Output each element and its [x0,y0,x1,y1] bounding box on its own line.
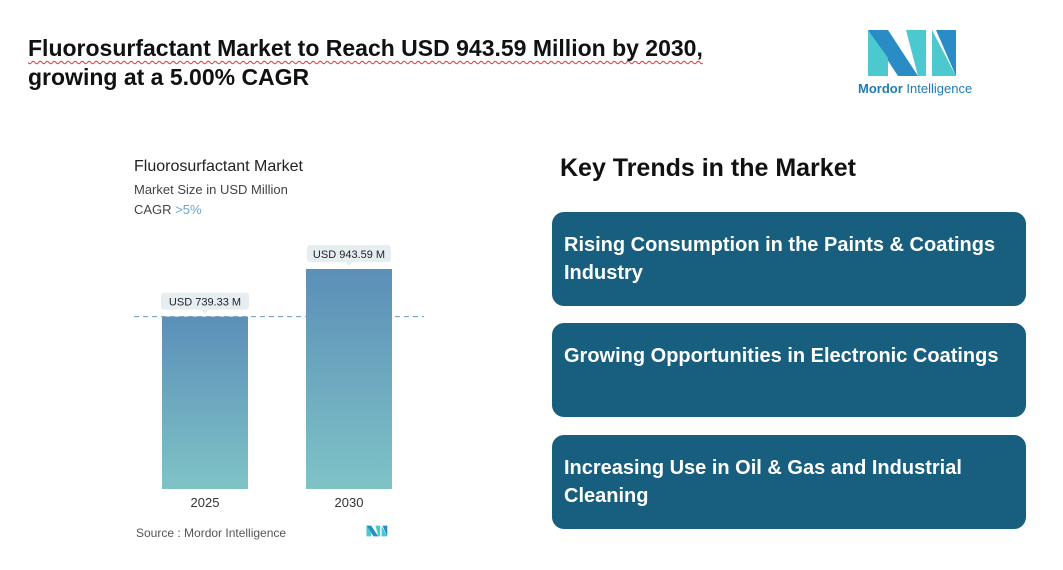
source-logo-icon [366,525,388,537]
data-label-pointer [345,262,353,266]
logo-text: Mordor Intelligence [858,81,973,96]
data-label: USD 943.59 M [313,249,385,261]
mordor-logo-icon [868,30,956,76]
data-label-bg [161,292,249,310]
chart-source: Source : Mordor Intelligence [136,526,287,540]
trend-card: Growing Opportunities in Electronic Coat… [552,323,1026,417]
x-tick-label: 2030 [335,495,364,510]
chart-cagr: CAGR >5% [134,202,202,217]
trend-card: Increasing Use in Oil & Gas and Industri… [552,435,1026,529]
title-line-2: growing at a 5.00% CAGR [28,64,310,90]
page-title: Fluorosurfactant Market to Reach USD 943… [28,34,828,92]
data-label-pointer [201,309,209,314]
bar [162,316,248,489]
trends-heading: Key Trends in the Market [560,154,856,182]
data-label-bg [307,245,391,262]
trend-card: Rising Consumption in the Paints & Coati… [552,212,1026,306]
data-label: USD 739.33 M [169,297,241,309]
chart-title: Fluorosurfactant Market [134,158,303,175]
chart-subtitle: Market Size in USD Million [134,182,288,197]
bar [306,269,392,489]
x-tick-label: 2025 [191,495,220,510]
title-line-1: Fluorosurfactant Market to Reach USD 943… [28,35,703,61]
